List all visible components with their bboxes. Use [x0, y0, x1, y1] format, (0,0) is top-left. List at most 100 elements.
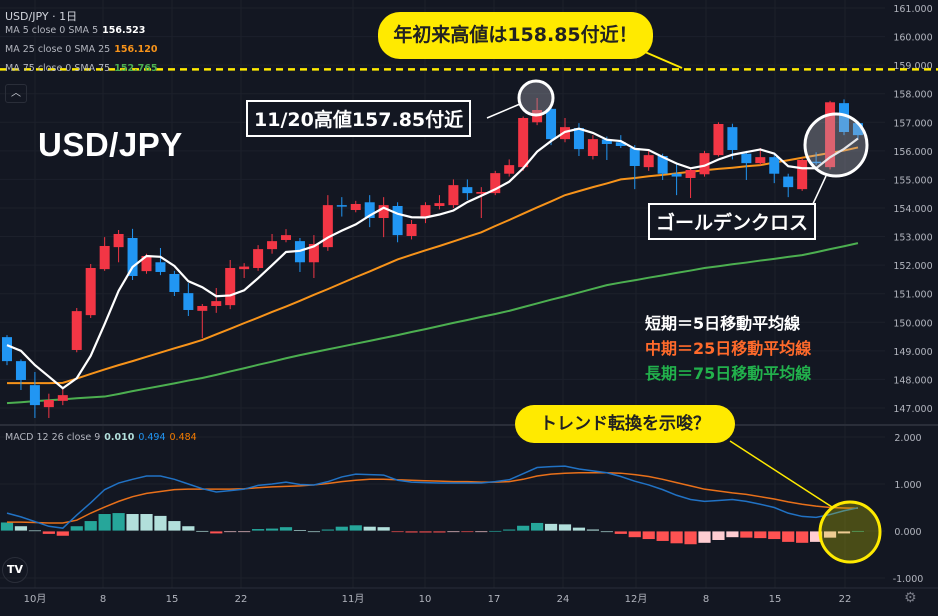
candle-body [629, 147, 640, 166]
price-axis-label: 160.000 [893, 33, 932, 44]
macd-histogram-bar [502, 528, 517, 532]
candle-body [643, 155, 654, 168]
macd-histogram-bar [432, 530, 447, 534]
price-axis-label: 148.000 [893, 375, 932, 386]
time-axis-label: 22 [235, 594, 248, 605]
legend-sma5[interactable]: MA 5 close 0 SMA 5 156.523 [5, 25, 146, 36]
candle-body [225, 267, 236, 306]
candle [57, 389, 68, 406]
macd-histogram-bar [711, 530, 726, 541]
macd-histogram-bar [167, 520, 182, 532]
candle-body [2, 337, 12, 362]
candle [685, 167, 696, 198]
macd-histogram-bar [460, 530, 475, 533]
macd-histogram-bar [586, 528, 600, 532]
macd-histogram-bar [613, 530, 628, 535]
macd-histogram-bar [320, 528, 335, 532]
candle [587, 135, 598, 160]
candle-body [378, 205, 389, 218]
macd-histogram-bar [265, 527, 279, 532]
macd-histogram-bar [14, 525, 28, 532]
time-axis-label: 10月 [24, 593, 47, 605]
candle-body [169, 273, 180, 292]
macd-histogram-bar [446, 530, 461, 533]
candle-body [85, 267, 96, 316]
macd-histogram-bar [27, 529, 42, 532]
nov20-high-circle [517, 79, 555, 117]
collapse-legend-button[interactable]: ︿ [5, 84, 27, 103]
ma-long-label: 長期＝75日移動平均線 [645, 364, 812, 383]
time-axis-label: 8 [703, 594, 709, 605]
candle [504, 159, 515, 177]
candle-body [797, 159, 808, 190]
legend-macd[interactable]: MACD 12 26 close 9 0.010 0.494 0.484 [5, 432, 197, 443]
symbol-title[interactable]: USD/JPY · 1日 [5, 10, 78, 23]
candle [378, 197, 389, 238]
macd-histogram-bar [739, 530, 754, 539]
candle-body [155, 262, 166, 272]
candle-body [322, 205, 333, 248]
macd-histogram-bar [781, 530, 796, 543]
gear-icon[interactable]: ⚙ [904, 590, 917, 606]
candle-body [420, 205, 431, 217]
macd-histogram-bar [669, 530, 684, 545]
candle-body [350, 203, 361, 210]
macd-histogram-bar [55, 530, 70, 537]
candle-body [29, 385, 40, 406]
price-axis-label: 150.000 [893, 318, 932, 329]
time-axis-label: 24 [557, 594, 570, 605]
candle-body [15, 361, 26, 380]
candle [239, 263, 250, 278]
macd-histogram-bar [851, 530, 865, 533]
price-axis-label: 158.000 [893, 90, 932, 101]
callout-pointer [729, 440, 833, 508]
candle [629, 145, 640, 190]
price-axis-label: 157.000 [893, 118, 932, 129]
candle-body [99, 245, 110, 270]
candle [336, 197, 347, 217]
candle [2, 335, 12, 366]
candle-body [71, 311, 82, 350]
candle-body [141, 255, 152, 272]
macd-histogram-bar [293, 529, 307, 532]
legend-sma25[interactable]: MA 25 close 0 SMA 25 156.120 [5, 44, 158, 55]
price-axis-label: 159.000 [893, 61, 932, 72]
candle [127, 228, 138, 280]
candle [811, 152, 822, 166]
candle [671, 164, 682, 196]
golden-cross-callout: ゴールデンクロス [648, 203, 817, 240]
candle [783, 173, 794, 198]
macd-histogram-bar [530, 522, 544, 532]
macd-histogram-bar [418, 530, 433, 534]
tradingview-logo-icon[interactable]: TV [2, 557, 28, 583]
candle-body [448, 185, 459, 206]
headline-pair: USD/JPY [38, 126, 183, 163]
candle-body [197, 305, 208, 311]
candle-body [434, 203, 445, 206]
candle [308, 235, 319, 278]
trend-change-callout: トレンド転換を示唆？ [515, 405, 735, 443]
macd-histogram-bar [474, 530, 489, 533]
candle-body [839, 103, 849, 132]
candle-body [127, 237, 138, 276]
candle [294, 237, 305, 272]
time-axis-label: 17 [488, 594, 501, 605]
candle [364, 195, 375, 228]
price-axis-label: 155.000 [893, 175, 932, 186]
candle [699, 150, 710, 177]
candle-body [671, 173, 682, 177]
candle-body [462, 187, 473, 194]
macd-histogram-bar [753, 530, 768, 539]
macd-histogram-bar [41, 530, 56, 535]
candle [490, 170, 501, 196]
candle [350, 200, 361, 213]
macd-histogram-bar [97, 513, 112, 532]
macd-histogram-bar [334, 525, 349, 532]
macd-histogram-bar [655, 530, 670, 542]
macd-histogram-bar [544, 523, 558, 532]
legend-sma75[interactable]: MA 75 close 0 SMA 75 152.765 [5, 63, 158, 74]
candle-body [518, 117, 529, 168]
time-axis-label: 11月 [342, 593, 365, 605]
candle-body [406, 223, 417, 236]
